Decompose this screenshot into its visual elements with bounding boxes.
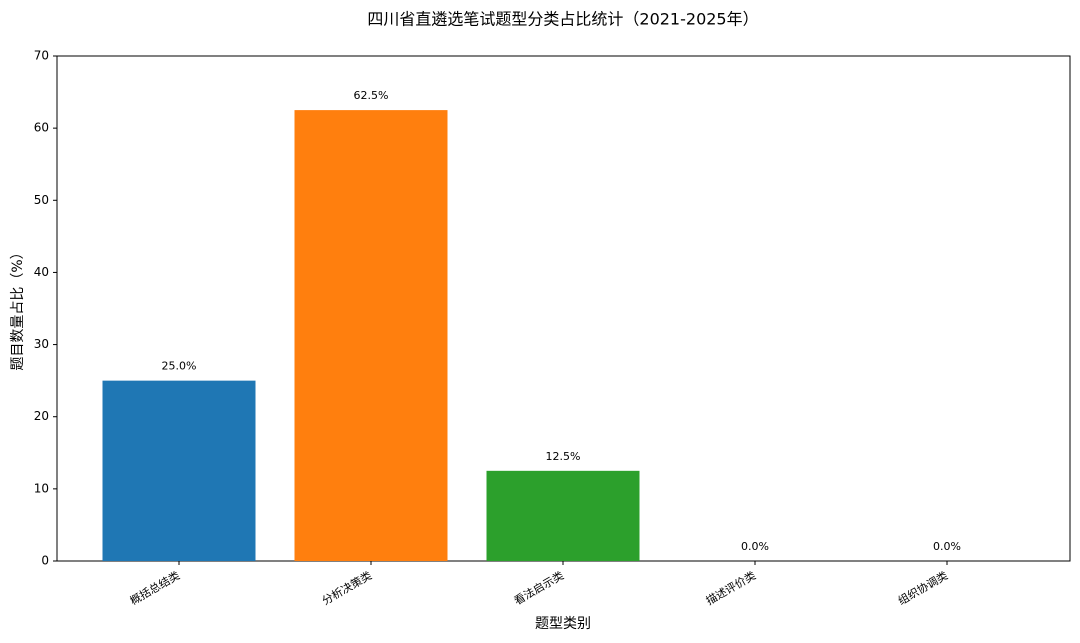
y-tick-label: 70 <box>34 49 49 63</box>
x-tick-label: 概括总结类 <box>127 568 182 608</box>
y-tick-label: 20 <box>34 409 49 423</box>
value-label: 0.0% <box>933 540 961 553</box>
bar <box>294 110 448 561</box>
y-tick-label: 10 <box>34 481 49 495</box>
value-label: 12.5% <box>546 450 581 463</box>
value-label: 0.0% <box>741 540 769 553</box>
x-tick-label: 看法启示类 <box>511 568 566 608</box>
bar <box>486 470 640 561</box>
x-tick-label: 组织协调类 <box>895 568 950 608</box>
y-tick-label: 30 <box>34 337 49 351</box>
y-axis-label: 题目数量占比（%） <box>10 245 26 370</box>
x-tick-label: 分析决策类 <box>319 568 374 608</box>
x-tick-label: 描述评价类 <box>703 568 758 608</box>
y-tick-label: 60 <box>34 121 49 135</box>
y-tick-label: 40 <box>34 265 49 279</box>
y-tick-label: 0 <box>41 554 49 568</box>
x-axis-label: 题型类别 <box>535 616 591 632</box>
value-label: 25.0% <box>162 360 197 373</box>
value-label: 62.5% <box>354 89 389 102</box>
chart-title: 四川省直遴选笔试题型分类占比统计（2021-2025年） <box>367 10 758 29</box>
y-tick-label: 50 <box>34 193 49 207</box>
bar <box>102 380 256 561</box>
